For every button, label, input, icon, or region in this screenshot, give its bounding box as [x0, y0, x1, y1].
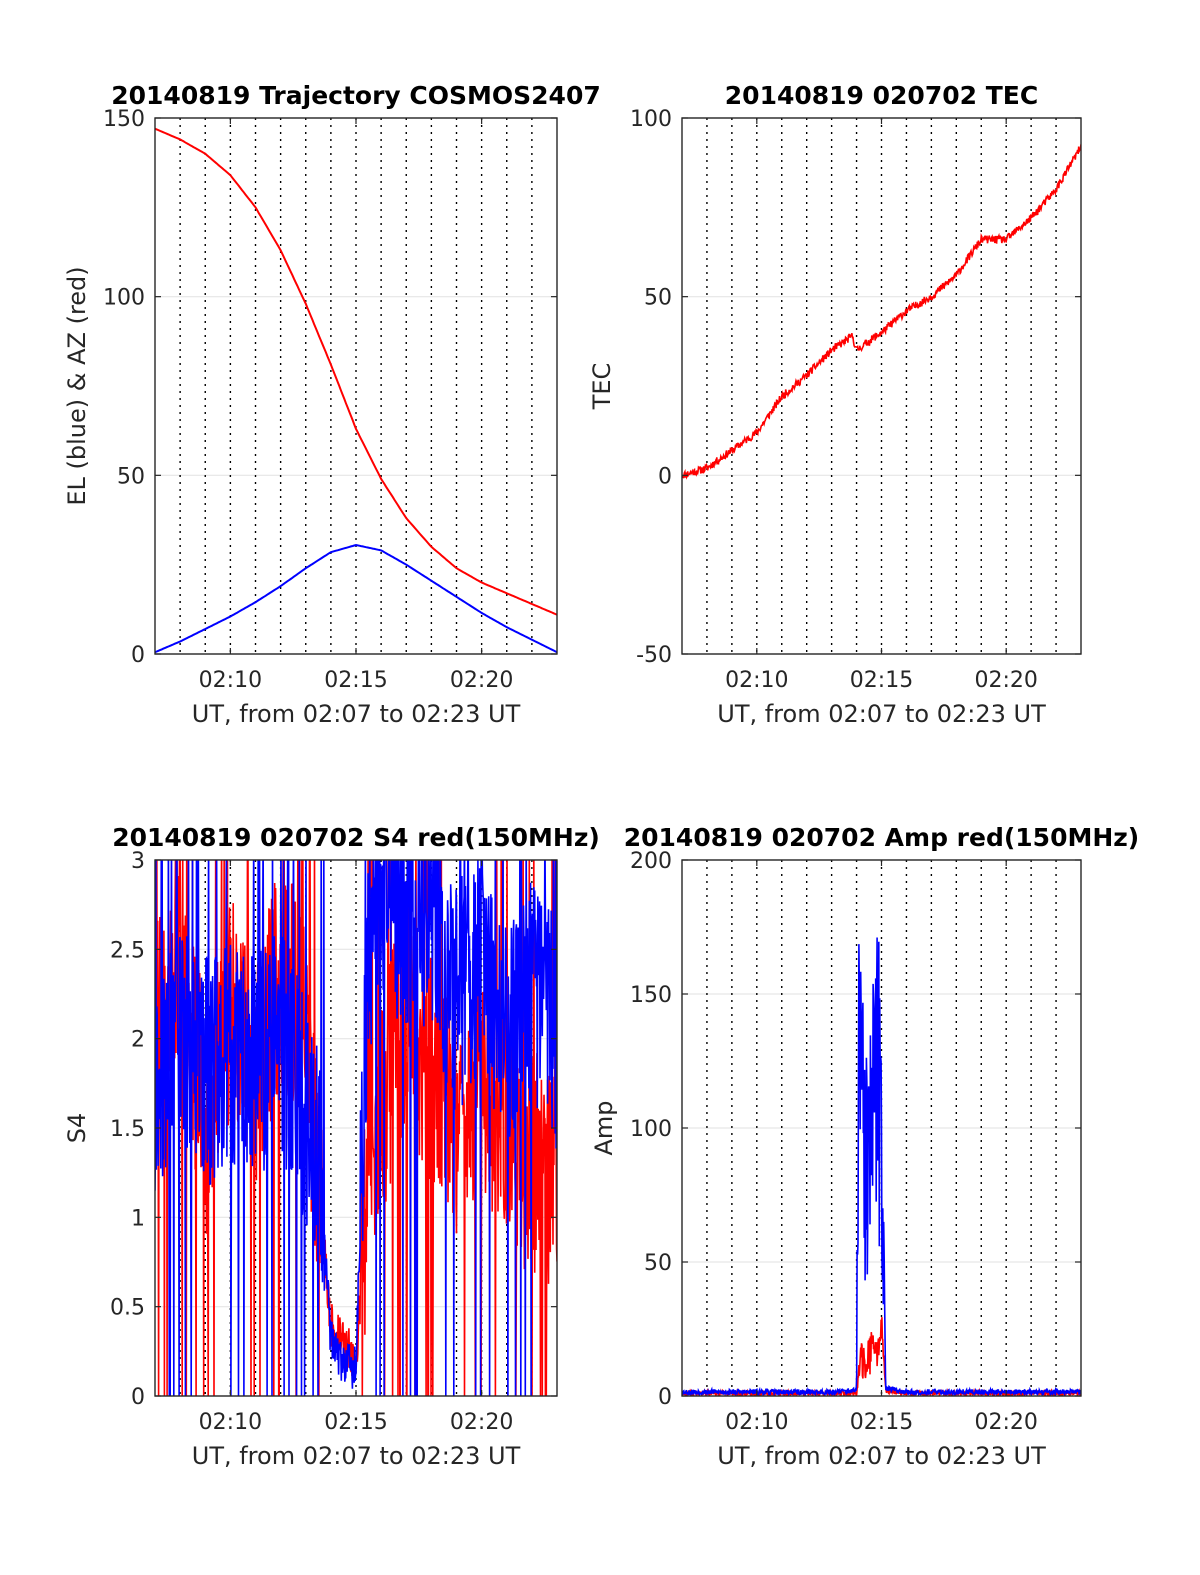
- s4-xtick-label: 02:10: [199, 1410, 262, 1435]
- amp-panel: 0 50 100 150 200 02:10 02:15 02:20 20140819 0207…: [590, 823, 1139, 1470]
- trajectory-ytick-label: 50: [117, 464, 145, 489]
- trajectory-title: 20140819 Trajectory COSMOS2407: [111, 81, 601, 110]
- amp-title: 20140819 020702 Amp red(150MHz): [624, 823, 1140, 852]
- trajectory-xlabel: UT, from 02:07 to 02:23 UT: [192, 700, 521, 728]
- tec-ytick-label: 50: [644, 286, 672, 311]
- s4-ytick-label: 1.5: [110, 1117, 145, 1142]
- amp-ylabel: Amp: [590, 1100, 618, 1155]
- s4-xlabel: UT, from 02:07 to 02:23 UT: [192, 1442, 521, 1470]
- amp-series-1: [682, 937, 1081, 1396]
- amp-series-0: [682, 1317, 1081, 1396]
- amp-xlabel: UT, from 02:07 to 02:23 UT: [717, 1442, 1046, 1470]
- s4-ytick-label: 2.5: [110, 938, 145, 963]
- amp-xtick-label: 02:10: [725, 1410, 788, 1435]
- tec-ytick-label: 100: [630, 107, 672, 132]
- tec-xlabel: UT, from 02:07 to 02:23 UT: [717, 700, 1046, 728]
- tec-series-0: [682, 144, 1081, 480]
- s4-ytick-label: 1: [131, 1206, 145, 1231]
- s4-ylabel: S4: [63, 1113, 91, 1144]
- s4-ytick-label: 2: [131, 1028, 145, 1053]
- s4-ytick-label: 0.5: [110, 1296, 145, 1321]
- trajectory-ylabel: EL (blue) & AZ (red): [63, 266, 91, 505]
- tec-ytick-label: -50: [636, 643, 672, 668]
- amp-xtick-label: 02:20: [974, 1410, 1037, 1435]
- s4-ytick-label: 3: [131, 849, 145, 874]
- tec-panel: -50 0 50 100 02:10 02:15 02:20 20140819 020702 …: [588, 81, 1082, 728]
- s4-series-1: [155, 860, 557, 1396]
- trajectory-ytick-label: 100: [103, 286, 145, 311]
- tec-ylabel: TEC: [588, 363, 616, 411]
- trajectory-xtick-label: 02:10: [199, 668, 262, 693]
- amp-ytick-label: 50: [644, 1251, 672, 1276]
- amp-ytick-label: 150: [630, 983, 672, 1008]
- amp-ytick-label: 100: [630, 1117, 672, 1142]
- s4-xtick-label: 02:20: [450, 1410, 513, 1435]
- s4-xtick-label: 02:15: [324, 1410, 387, 1435]
- trajectory-series-1: [155, 543, 557, 654]
- trajectory-ytick-label: 0: [131, 643, 145, 668]
- s4-title: 20140819 020702 S4 red(150MHz): [112, 823, 600, 852]
- amp-ytick-label: 200: [630, 849, 672, 874]
- tec-xtick-label: 02:15: [850, 668, 913, 693]
- tec-xtick-label: 02:10: [725, 668, 788, 693]
- trajectory-panel: 0 50 100 150 02:10 02:15 02:20 20140819 Traject…: [63, 81, 601, 728]
- trajectory-series-0: [155, 127, 557, 616]
- s4-panel: 0 0.5 1 1.5 2 2.5 3 02:10 02:15 02:20 20140819 020…: [63, 823, 600, 1470]
- tec-title: 20140819 020702 TEC: [725, 81, 1038, 110]
- trajectory-xtick-label: 02:15: [324, 668, 387, 693]
- s4-ytick-label: 0: [131, 1385, 145, 1410]
- amp-ytick-label: 0: [658, 1385, 672, 1410]
- trajectory-xtick-label: 02:20: [450, 668, 513, 693]
- tec-xtick-label: 02:20: [974, 668, 1037, 693]
- amp-xtick-label: 02:15: [850, 1410, 913, 1435]
- trajectory-ytick-label: 150: [103, 107, 145, 132]
- tec-ytick-label: 0: [658, 464, 672, 489]
